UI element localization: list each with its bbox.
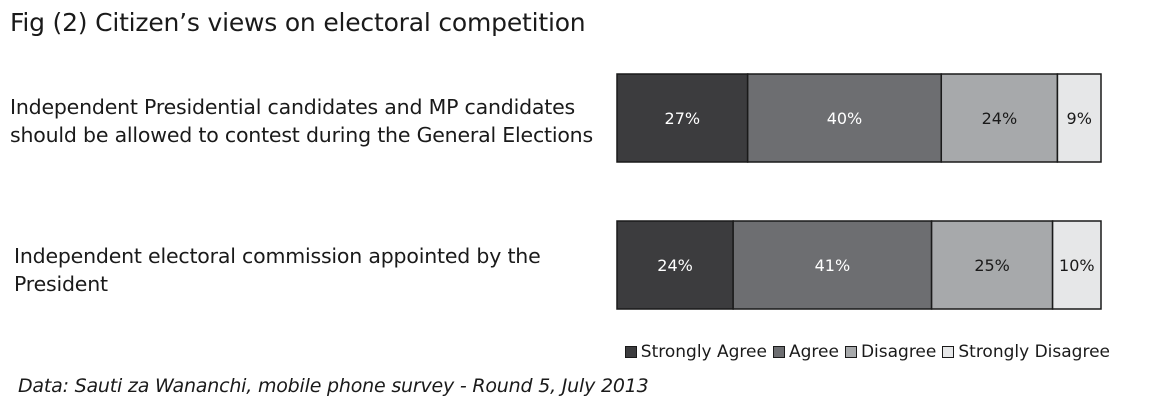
chart-title: Fig (2) Citizen’s views on electoral com… [10,8,586,37]
category-label-1: Independent electoral commission appoint… [14,242,614,298]
bar-segment-strongly-agree-0 [616,73,749,163]
data-label-strongly-agree-1: 24% [657,256,693,275]
legend-item-agree: Agree [772,342,839,362]
bar-segment-strongly-agree-1 [616,220,734,310]
bar-segment-strongly-disagree-1 [1051,220,1102,310]
data-label-strongly-disagree-1: 10% [1059,256,1095,275]
legend-swatch-strongly-agree [624,346,637,358]
legend-item-strongly-disagree: Strongly Disagree [942,342,1110,362]
legend-label-agree: Agree [788,342,839,362]
legend-label-strongly-disagree: Strongly Disagree [958,342,1110,362]
bar-segment-strongly-disagree-0 [1056,73,1102,163]
legend-swatch-disagree [844,346,857,358]
legend: Strongly Agree Agree Disagree Strongly D… [624,342,1110,362]
bar-segment-disagree-1 [930,220,1054,310]
data-label-agree-1: 41% [815,256,851,275]
data-label-agree-0: 40% [827,109,863,128]
legend-item-strongly-agree: Strongly Agree [624,342,767,362]
category-label-0-line-1: Independent Presidential candidates and … [10,95,575,119]
legend-swatch-strongly-disagree [942,346,955,358]
legend-item-disagree: Disagree [844,342,937,362]
legend-swatch-agree [772,346,785,358]
data-label-strongly-agree-0: 27% [665,109,701,128]
legend-label-strongly-agree: Strongly Agree [640,342,767,362]
data-label-disagree-0: 24% [982,109,1018,128]
source-note: Data: Sauti za Wananchi, mobile phone su… [18,375,649,397]
legend-label-disagree: Disagree [860,342,937,362]
bar-segment-agree-1 [732,220,933,310]
category-label-0-line-2: should be allowed to contest during the … [10,123,593,147]
data-label-strongly-disagree-0: 9% [1067,109,1092,128]
data-label-disagree-1: 25% [974,256,1010,275]
category-label-1-line-2: President [14,272,108,296]
category-label-0: Independent Presidential candidates and … [10,93,610,149]
category-label-1-line-1: Independent electoral commission appoint… [14,244,541,268]
